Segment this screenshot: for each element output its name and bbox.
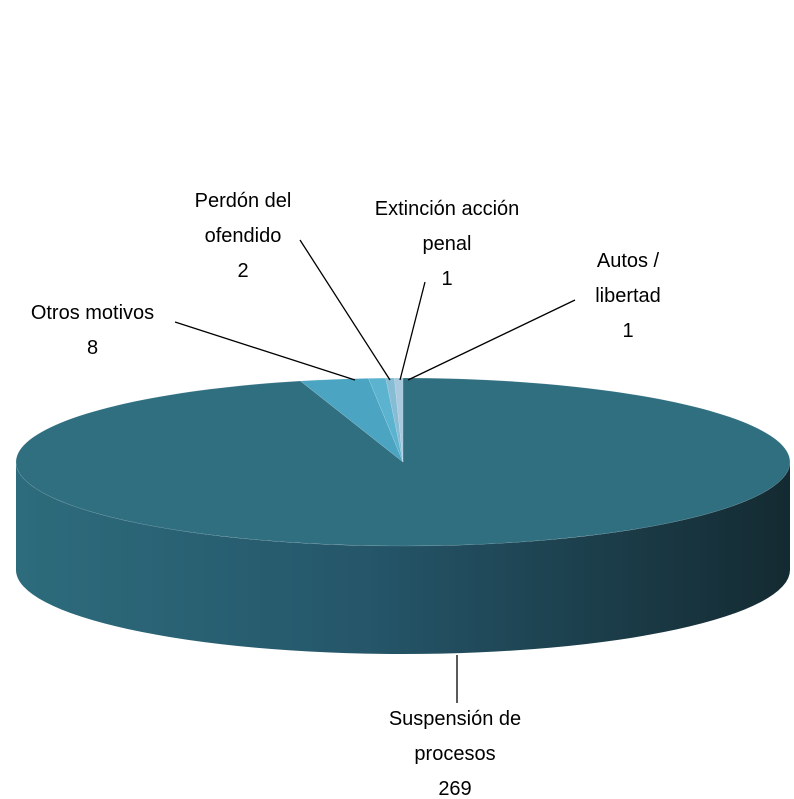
data-label: Autos / libertad 1 xyxy=(583,244,673,349)
pie-slice xyxy=(299,378,404,463)
leader-line xyxy=(299,239,391,381)
pie-slice xyxy=(15,377,791,547)
category-label: Autos / libertad xyxy=(595,250,661,307)
leader-line xyxy=(174,321,356,381)
data-label: Suspensión de procesos 269 xyxy=(370,702,540,799)
category-label: Suspensión de procesos xyxy=(388,708,522,765)
category-label: Otros motivos xyxy=(30,302,155,324)
pie-slice xyxy=(394,377,404,463)
pie-slice xyxy=(368,377,404,463)
leader-line xyxy=(399,281,426,381)
data-label: Otros motivos 8 xyxy=(0,296,185,366)
value-label: 8 xyxy=(86,337,99,359)
category-label: Extinción acción penal xyxy=(374,198,520,255)
value-label: 1 xyxy=(441,268,453,290)
data-label: Perdón del ofendido 2 xyxy=(168,184,318,289)
category-label: Perdón del ofendido xyxy=(194,190,292,247)
value-label: 1 xyxy=(622,320,634,342)
value-label: 2 xyxy=(237,260,249,282)
pie-slice xyxy=(385,377,404,463)
data-label: Extinción acción penal 1 xyxy=(372,192,522,297)
value-label: 269 xyxy=(438,778,472,799)
pie-side xyxy=(16,462,790,654)
leader-line xyxy=(407,299,576,381)
